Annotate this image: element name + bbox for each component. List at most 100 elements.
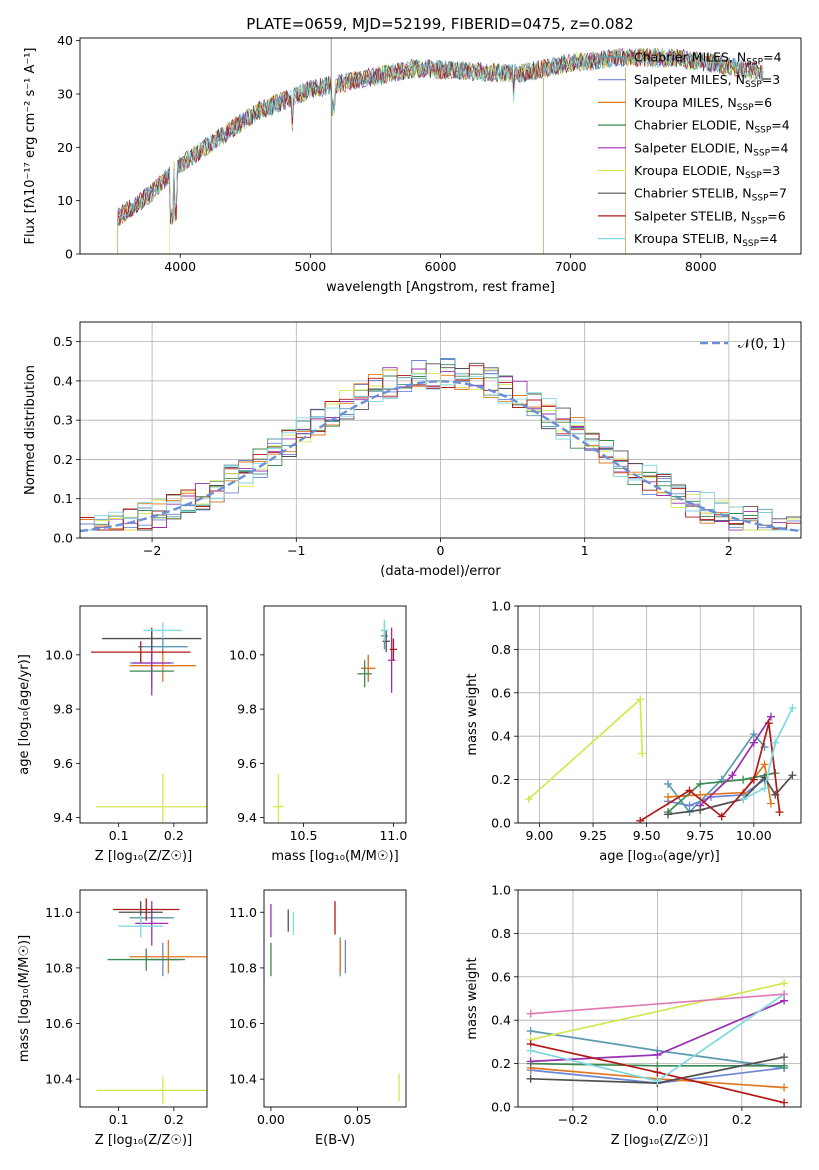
y-tick-label: 11.0 (45, 905, 73, 920)
legend-subscript: SSP (737, 103, 754, 113)
y-tick-label: 0.8 (491, 926, 511, 941)
legend-count: =4 (763, 50, 781, 65)
y-tick-label: 0.6 (491, 685, 511, 700)
mass-weight-marker (775, 808, 784, 817)
legend-label: Chabrier ELODIE, NSSP=4 (634, 118, 790, 136)
legend-subscript: SSP (745, 171, 762, 181)
legend-label: Salpeter MILES, NSSP=3 (634, 72, 780, 90)
spectrum-panel: 4000 5000 6000 7000 8000 0 10 20 30 40 wavelength … (23, 33, 802, 295)
x-tick-label: 0.2 (164, 1112, 184, 1127)
mass-weight-line (699, 716, 772, 807)
mass-weight-marker (739, 775, 748, 784)
mass-weight-marker (664, 792, 673, 801)
x-tick-label: −2 (143, 543, 161, 558)
x-tick-label: 1 (581, 543, 589, 558)
legend-label: Salpeter STELIB, NSSP=6 (634, 208, 786, 226)
x-tick-label: 0.00 (257, 1112, 285, 1127)
y-tick-label: 0.6 (491, 969, 511, 984)
x-tick-label: −1 (287, 543, 305, 558)
legend-label: 𝒩(0, 1) (738, 337, 785, 352)
legend-subscript: SSP (746, 58, 763, 68)
mass-weight-marker (766, 712, 775, 721)
y-axis-label: mass weight (465, 957, 480, 1039)
axes-frame (263, 605, 407, 824)
mass-weight-line (742, 707, 794, 800)
x-tick-label: 0.05 (344, 1112, 372, 1127)
y-tick-label: 0.8 (491, 642, 511, 657)
x-axis-label: Z [log₁₀(Z/Z☉)] (95, 849, 192, 864)
y-tick-label: 0.0 (491, 816, 511, 831)
x-tick-label: 4000 (164, 259, 196, 274)
x-tick-label: 0.1 (109, 1112, 129, 1127)
x-tick-label: 10.00 (736, 828, 772, 843)
legend-subscript: SSP (754, 126, 771, 136)
legend-subscript: SSP (745, 80, 762, 90)
mass-weight-marker (780, 1083, 789, 1092)
y-tick-label: 10.4 (45, 1072, 73, 1087)
legend-count: =6 (767, 208, 785, 223)
y-tick-label: 0.4 (491, 729, 511, 744)
mass-weight-marker (780, 1061, 789, 1070)
y-axis-label: Normed distribution (23, 365, 38, 495)
y-tick-label: 10 (57, 193, 73, 208)
y-tick-label: 9.8 (237, 702, 257, 717)
mass-weight-marker (685, 786, 694, 795)
y-tick-label: 0.5 (53, 334, 73, 349)
mass-weight-marker (728, 771, 737, 780)
legend-label: Chabrier MILES, NSSP=4 (634, 50, 782, 68)
y-tick-label: 10.6 (229, 1016, 257, 1031)
age-vs-mass-panel: 10.5 11.0 9.4 9.6 9.8 10.0 mass [log₁₀(M/M☉)] (229, 605, 407, 864)
legend-count: =7 (769, 186, 787, 201)
mass-weight-line (667, 772, 776, 813)
normal-reference-curve (80, 380, 801, 533)
y-tick-label: 0 (65, 247, 73, 262)
x-tick-label: 9.75 (686, 828, 714, 843)
y-tick-label: 20 (57, 140, 73, 155)
mass-weight-marker (749, 738, 758, 747)
x-tick-label: 9.50 (633, 828, 661, 843)
legend-count: =4 (759, 231, 777, 246)
y-tick-label: 11.0 (229, 905, 257, 920)
axes-frame (517, 605, 802, 824)
y-tick-label: 0.2 (491, 772, 511, 787)
mass-weight-marker (524, 795, 533, 804)
x-tick-label: −0.2 (558, 1112, 588, 1127)
x-axis-label: Z [log₁₀(Z/Z☉)] (611, 1133, 708, 1148)
y-tick-label: 0.4 (53, 373, 73, 388)
mass-weight-marker (717, 812, 726, 821)
mass-weight-marker (664, 779, 673, 788)
legend-subscript: SSP (742, 239, 759, 249)
mass-weight-marker (653, 1050, 662, 1059)
x-tick-label: 11.0 (379, 828, 407, 843)
mass-weight-marker (760, 760, 769, 769)
legend-subscript: SSP (753, 148, 770, 158)
y-axis-label: mass weight (465, 673, 480, 755)
x-axis-label: mass [log₁₀(M/M☉)] (271, 849, 398, 864)
mass-weight-marker (653, 1076, 662, 1085)
y-axis-label: mass [log₁₀(M/M☉)] (17, 935, 32, 1062)
histogram-series (80, 362, 801, 531)
mass-weight-marker (526, 1027, 535, 1036)
y-axis-label: age [log₁₀(age/yr)] (17, 654, 32, 775)
mass-weight-marker (788, 703, 797, 712)
mass-weight-line (639, 722, 781, 822)
y-tick-label: 1.0 (491, 599, 511, 614)
y-axis-label: Flux [fλ10⁻¹⁷ erg cm⁻² s⁻¹ A⁻¹] (23, 48, 38, 245)
legend-label: Salpeter ELODIE, NSSP=4 (634, 140, 789, 158)
legend-label: Kroupa MILES, NSSP=6 (634, 95, 772, 113)
mass-weight-marker (780, 990, 789, 999)
mass-weight-marker (780, 1098, 789, 1107)
y-tick-label: 10.8 (229, 960, 257, 975)
mass-weight-marker (636, 816, 645, 823)
legend-count: =3 (762, 72, 780, 87)
legend-subscript: SSP (752, 194, 769, 204)
mass-weight-marker (526, 1046, 535, 1055)
mass-weight-vs-metallicity-panel: −0.2 0.0 0.2 0.0 0.2 0.4 0.6 0.8 1.0 Z [log₁₀(Z/Z… (465, 883, 802, 1148)
x-tick-label: 9.25 (579, 828, 607, 843)
mass-vs-metallicity-panel: 0.1 0.2 10.4 10.6 10.8 11.0 Z [log₁₀(Z/Z☉)] mas… (17, 889, 208, 1148)
y-tick-label: 30 (57, 87, 73, 102)
y-tick-label: 10.8 (45, 960, 73, 975)
age-vs-metallicity-panel: 0.1 0.2 9.4 9.6 9.8 10.0 Z [log₁₀(Z/Z☉)] age [l… (17, 605, 208, 864)
legend-label: Kroupa STELIB, NSSP=4 (634, 231, 778, 249)
x-tick-label: 0.1 (109, 828, 129, 843)
